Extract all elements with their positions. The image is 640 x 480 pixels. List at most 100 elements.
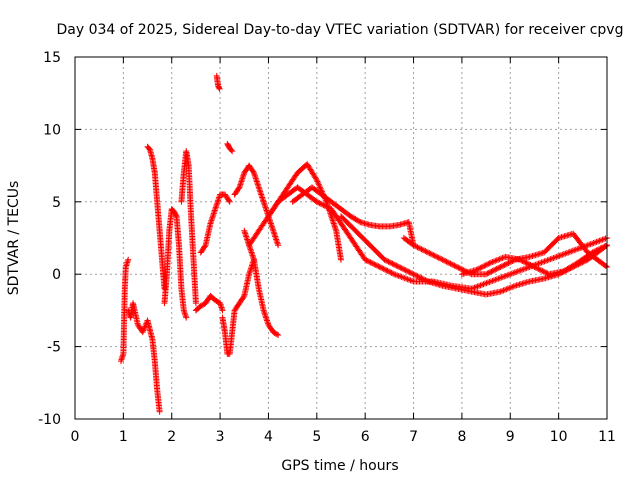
data-point-marker xyxy=(592,239,599,246)
data-point-marker xyxy=(499,287,506,294)
data-point-marker xyxy=(438,256,445,263)
data-point-marker xyxy=(385,268,392,275)
data-point-marker xyxy=(487,278,494,285)
data-point-marker xyxy=(229,148,236,155)
y-tick-label: 10 xyxy=(43,122,61,138)
data-point-marker xyxy=(499,254,506,261)
data-point-marker xyxy=(491,267,498,274)
series-trace-j xyxy=(219,256,257,357)
data-point-marker xyxy=(378,264,385,271)
x-tick-label: 7 xyxy=(409,429,418,445)
data-point-marker xyxy=(418,275,425,282)
data-point-marker xyxy=(510,283,517,290)
x-tick-label: 3 xyxy=(216,429,225,445)
data-point-marker xyxy=(374,262,381,269)
data-point-marker xyxy=(598,244,605,251)
data-point-marker xyxy=(594,246,601,253)
data-point-marker xyxy=(410,242,417,249)
x-tick-label: 5 xyxy=(312,429,321,445)
y-tick-label: -5 xyxy=(47,340,61,356)
data-point-marker xyxy=(536,266,543,273)
data-point-marker xyxy=(379,265,386,272)
x-tick-labels: 0 1 2 3 4 5 6 7 8 9 10 11 xyxy=(71,429,616,445)
data-point-marker xyxy=(500,287,507,294)
data-point-marker xyxy=(414,244,421,251)
data-point-marker xyxy=(314,178,321,185)
data-point-marker xyxy=(201,243,208,250)
data-point-marker xyxy=(566,248,573,255)
data-point-marker xyxy=(317,184,324,191)
data-point-marker xyxy=(473,284,480,291)
data-point-marker xyxy=(574,246,581,253)
data-point-marker xyxy=(545,256,552,263)
data-point-marker xyxy=(562,250,569,257)
data-point-marker xyxy=(431,252,438,259)
data-point-marker xyxy=(388,269,395,276)
data-point-marker xyxy=(417,245,424,252)
data-point-marker xyxy=(523,260,530,267)
data-point-marker xyxy=(400,274,407,281)
y-axis-label: SDTVAR / TECUs xyxy=(6,181,22,296)
data-point-marker xyxy=(387,269,394,276)
data-point-marker xyxy=(409,270,416,277)
data-point-marker xyxy=(600,244,607,251)
data-point-marker xyxy=(436,255,443,262)
data-point-marker xyxy=(392,261,399,268)
data-point-marker xyxy=(550,255,557,262)
data-point-marker xyxy=(396,263,403,270)
data-point-marker xyxy=(228,147,235,154)
data-point-marker xyxy=(474,283,481,290)
x-tick-label: 10 xyxy=(550,429,568,445)
data-point-marker xyxy=(430,252,437,259)
data-point-marker xyxy=(586,241,593,248)
data-point-marker xyxy=(569,247,576,254)
data-point-marker xyxy=(496,275,503,282)
x-tick-label: 9 xyxy=(506,429,515,445)
chart-title: Day 034 of 2025, Sidereal Day-to-day VTE… xyxy=(57,22,624,38)
data-point-marker xyxy=(398,273,405,280)
series-trace-h xyxy=(213,72,223,92)
data-point-marker xyxy=(551,254,558,261)
series-trace-l xyxy=(241,227,282,339)
data-point-marker xyxy=(235,185,242,192)
data-point-marker xyxy=(492,257,499,264)
data-point-marker xyxy=(419,246,426,253)
data-point-marker xyxy=(477,282,484,289)
data-point-marker xyxy=(419,275,426,282)
data-point-marker xyxy=(319,201,326,208)
data-point-marker xyxy=(317,200,324,207)
data-point-marker xyxy=(544,257,551,264)
data-point-marker xyxy=(183,314,190,321)
data-point-marker xyxy=(226,198,233,205)
data-point-marker xyxy=(392,271,399,278)
data-point-marker xyxy=(556,252,563,259)
data-point-marker xyxy=(547,256,554,263)
data-point-marker xyxy=(528,262,535,269)
data-point-marker xyxy=(489,267,496,274)
data-point-marker xyxy=(325,204,332,211)
data-point-marker xyxy=(367,259,374,266)
data-point-marker xyxy=(487,259,494,266)
data-point-marker xyxy=(321,202,328,209)
data-point-marker xyxy=(250,168,257,175)
data-point-marker xyxy=(593,238,600,245)
data-point-marker xyxy=(560,251,567,258)
data-point-marker xyxy=(572,246,579,253)
data-point-marker xyxy=(397,273,404,280)
data-point-marker xyxy=(421,276,428,283)
data-point-marker xyxy=(356,218,363,225)
data-point-marker xyxy=(602,242,609,249)
data-point-marker xyxy=(458,265,465,272)
data-point-marker xyxy=(140,326,147,333)
series-trace-a xyxy=(117,256,132,365)
data-layer xyxy=(117,72,610,415)
data-point-marker xyxy=(531,263,538,270)
data-point-marker xyxy=(381,256,388,263)
data-point-marker xyxy=(391,271,398,278)
data-point-marker xyxy=(507,271,514,278)
data-point-marker xyxy=(448,261,455,268)
data-point-marker xyxy=(451,262,458,269)
data-point-marker xyxy=(388,260,395,267)
x-tick-label: 0 xyxy=(71,429,80,445)
data-point-marker xyxy=(478,264,485,271)
